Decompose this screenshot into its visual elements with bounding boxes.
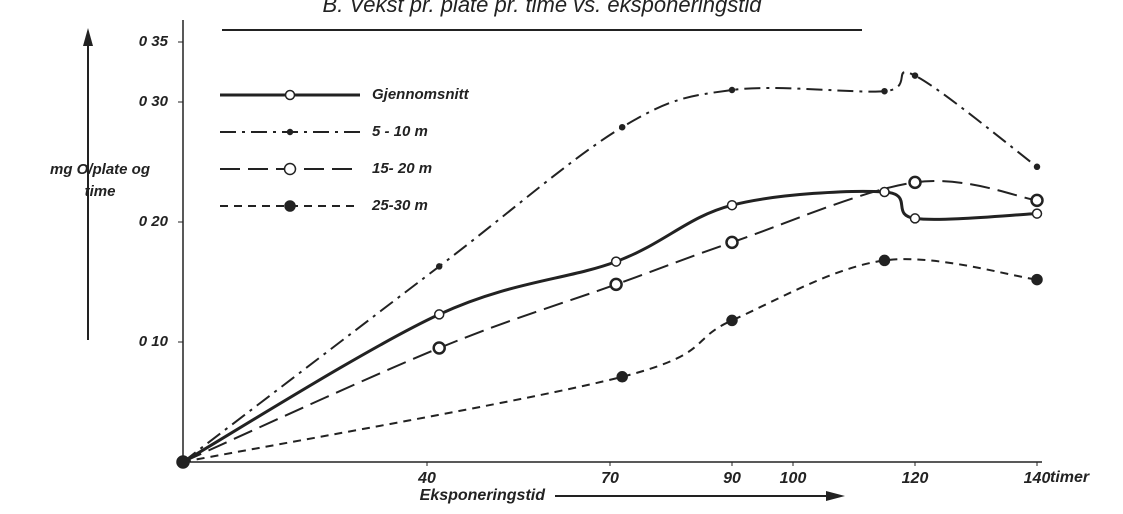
y-label: time bbox=[85, 183, 116, 200]
marker bbox=[908, 175, 922, 190]
series-line bbox=[182, 189, 1038, 464]
marker bbox=[616, 371, 628, 383]
y-tick-label: 0 35 bbox=[139, 33, 169, 50]
marker bbox=[879, 186, 890, 198]
marker bbox=[911, 72, 919, 79]
legend-marker bbox=[283, 162, 297, 176]
y-arrow-head bbox=[83, 28, 93, 46]
marker bbox=[610, 256, 622, 267]
x-tick-label: 40 bbox=[417, 470, 436, 487]
marker bbox=[609, 277, 623, 292]
x-label: Eksponeringstid bbox=[420, 487, 547, 504]
y-tick-label: 0 30 bbox=[139, 93, 169, 110]
marker bbox=[881, 87, 888, 95]
marker bbox=[618, 123, 626, 131]
marker bbox=[432, 341, 446, 355]
marker bbox=[878, 254, 891, 267]
legend-label: 15- 20 m bbox=[372, 160, 432, 177]
y-tick-label: 0 10 bbox=[139, 333, 169, 350]
x-arrow-head bbox=[826, 491, 845, 501]
marker bbox=[725, 235, 739, 250]
legend-marker bbox=[284, 200, 296, 212]
marker bbox=[1031, 273, 1043, 286]
legend-label: Gjennomsnitt bbox=[372, 86, 470, 103]
x-tick-label: 100 bbox=[780, 470, 807, 487]
legend-marker bbox=[284, 89, 296, 101]
legend-label: 25-30 m bbox=[371, 197, 428, 214]
marker bbox=[1033, 163, 1041, 171]
legend-label: 5 - 10 m bbox=[372, 123, 428, 140]
marker bbox=[1030, 193, 1044, 208]
x-unit: timer bbox=[1050, 469, 1090, 486]
marker bbox=[726, 199, 738, 211]
marker bbox=[728, 86, 736, 94]
marker bbox=[177, 456, 189, 468]
marker bbox=[1031, 208, 1043, 219]
y-label: mg O/plate og bbox=[50, 161, 150, 178]
chart-title: B. Vekst pr. plate pr. time vs. eksponer… bbox=[323, 0, 763, 17]
marker bbox=[435, 263, 443, 270]
series-line bbox=[182, 180, 1038, 463]
x-tick-label: 120 bbox=[902, 470, 929, 487]
marker bbox=[726, 314, 738, 327]
series-line bbox=[182, 258, 1038, 463]
marker bbox=[433, 309, 445, 320]
x-tick-label: 70 bbox=[601, 470, 619, 487]
x-tick-label: 90 bbox=[723, 470, 741, 487]
y-tick-label: 0 20 bbox=[139, 213, 169, 230]
marker bbox=[909, 213, 921, 224]
legend-marker bbox=[286, 128, 294, 136]
x-tick-label: 140 bbox=[1024, 470, 1051, 487]
series-line bbox=[182, 71, 1038, 463]
